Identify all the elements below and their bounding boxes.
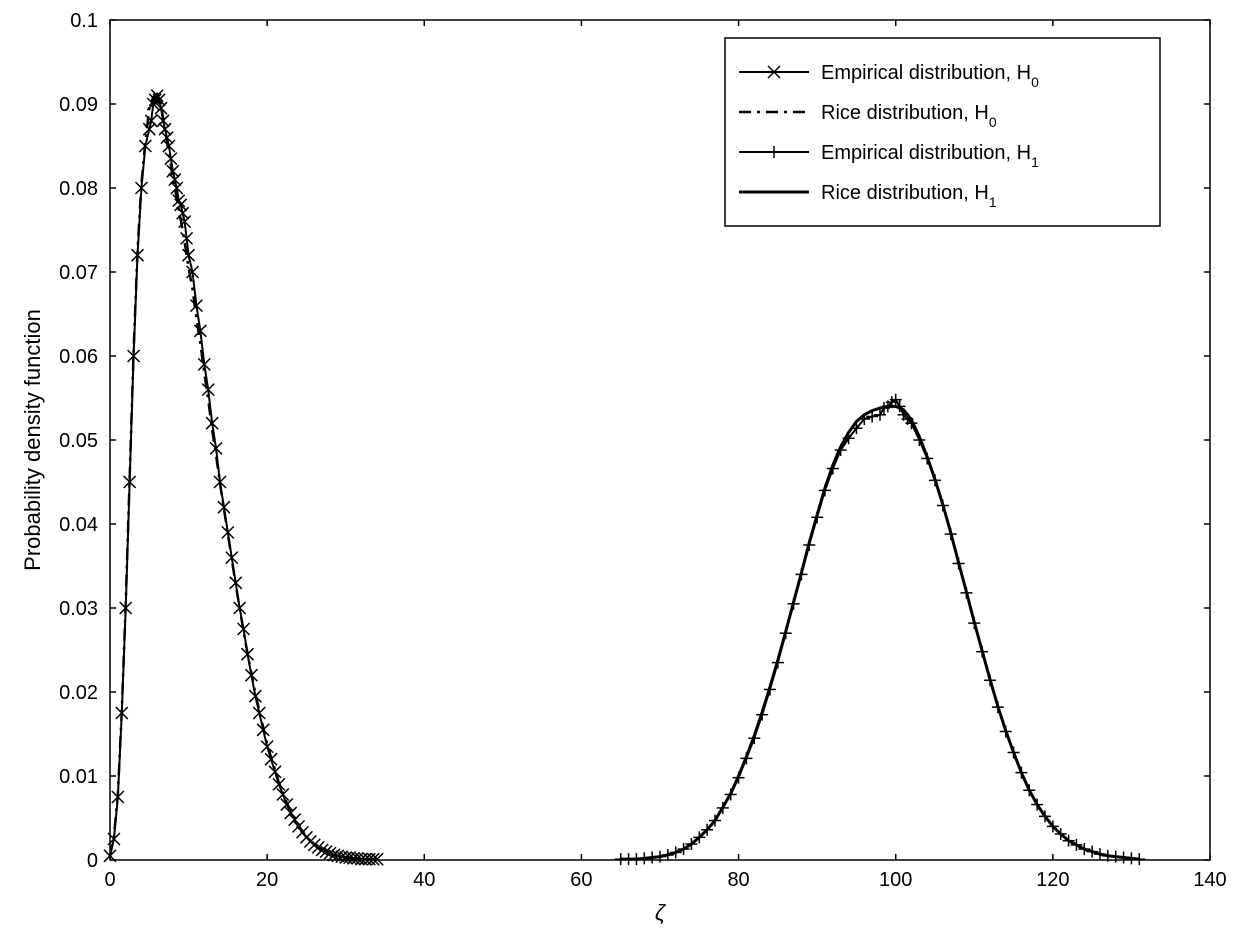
series-markers-empirical_h0 — [104, 90, 383, 866]
x-tick-label: 60 — [570, 869, 592, 891]
y-tick-label: 0.06 — [59, 346, 98, 368]
x-tick-label: 80 — [727, 869, 749, 891]
y-tick-label: 0.1 — [70, 10, 98, 32]
series-line-rice_h0 — [110, 94, 377, 859]
series-markers-empirical_h1 — [615, 394, 1146, 865]
pdf-chart: 0 20 40 60 80 100 120 140 0 0.01 0.02 0.03 0.04 0.05 0… — [0, 0, 1240, 936]
y-tick-label: 0.04 — [59, 514, 98, 536]
y-tick-label: 0.02 — [59, 682, 98, 704]
y-tick-label: 0 — [87, 850, 98, 872]
x-tick-label: 0 — [104, 869, 115, 891]
x-tick-label: 100 — [879, 869, 912, 891]
x-tick-label: 140 — [1193, 869, 1226, 891]
x-axis-label: ζ — [655, 900, 667, 925]
x-tick-label: 20 — [256, 869, 278, 891]
y-axis-label: Probability density function — [20, 309, 45, 571]
y-tick-label: 0.03 — [59, 598, 98, 620]
series-line-rice_h1 — [621, 406, 1140, 859]
y-tick-label: 0.01 — [59, 766, 98, 788]
series-line-empirical_h1 — [621, 400, 1140, 859]
y-tick-label: 0.08 — [59, 178, 98, 200]
x-tick-label: 40 — [413, 869, 435, 891]
chart-svg: 0 20 40 60 80 100 120 140 0 0.01 0.02 0.03 0.04 0.05 0… — [0, 0, 1240, 936]
y-tick-label: 0.05 — [59, 430, 98, 452]
x-tick-label: 120 — [1036, 869, 1069, 891]
y-tick-label: 0.07 — [59, 262, 98, 284]
y-tick-label: 0.09 — [59, 94, 98, 116]
series-line-empirical_h0 — [110, 96, 377, 860]
